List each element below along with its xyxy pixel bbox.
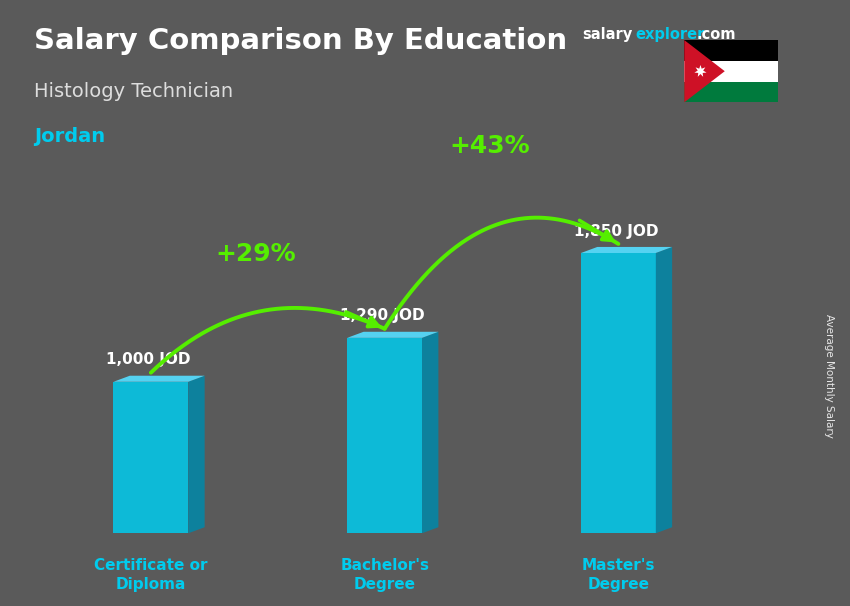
Polygon shape — [581, 247, 672, 253]
Text: .com: .com — [696, 27, 735, 42]
Text: 1,850 JOD: 1,850 JOD — [574, 224, 658, 239]
Polygon shape — [113, 376, 205, 382]
Text: Certificate or
Diploma: Certificate or Diploma — [94, 558, 207, 592]
Bar — [684, 82, 778, 102]
Text: Bachelor's
Degree: Bachelor's Degree — [340, 558, 429, 592]
Polygon shape — [581, 253, 655, 533]
Polygon shape — [188, 376, 205, 533]
Text: +29%: +29% — [216, 242, 297, 266]
Bar — [684, 40, 778, 61]
Bar — [684, 61, 778, 82]
Text: Jordan: Jordan — [34, 127, 105, 146]
Text: Salary Comparison By Education: Salary Comparison By Education — [34, 27, 567, 55]
Text: 1,000 JOD: 1,000 JOD — [106, 352, 190, 367]
Text: Master's
Degree: Master's Degree — [581, 558, 655, 592]
Polygon shape — [655, 247, 672, 533]
Text: +43%: +43% — [450, 135, 530, 158]
Text: Histology Technician: Histology Technician — [34, 82, 233, 101]
Polygon shape — [347, 331, 439, 338]
Polygon shape — [113, 382, 188, 533]
Polygon shape — [422, 331, 439, 533]
Text: Average Monthly Salary: Average Monthly Salary — [824, 314, 834, 438]
Polygon shape — [684, 40, 725, 102]
Text: 1,290 JOD: 1,290 JOD — [340, 308, 425, 324]
Polygon shape — [347, 338, 422, 533]
Text: salary: salary — [582, 27, 632, 42]
Polygon shape — [694, 65, 706, 77]
Text: explorer: explorer — [635, 27, 705, 42]
